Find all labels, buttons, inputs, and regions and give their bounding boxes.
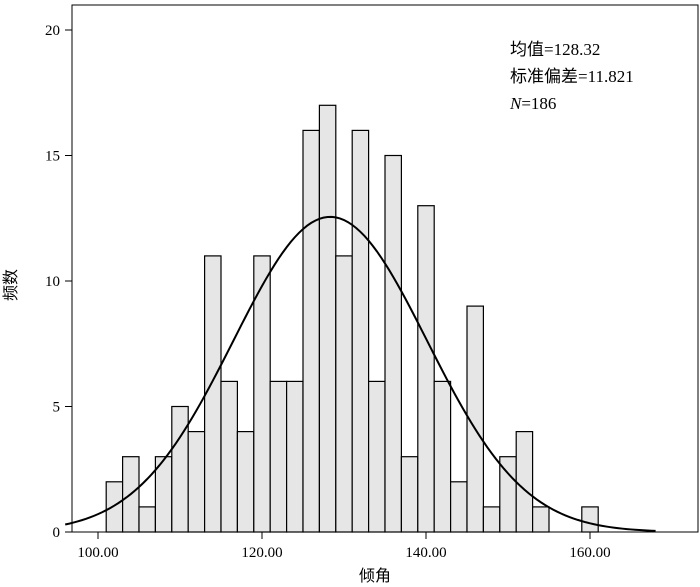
histogram-bar xyxy=(204,255,222,533)
histogram-bar xyxy=(531,506,550,533)
histogram-bar xyxy=(286,380,304,533)
histogram-bar xyxy=(335,255,353,533)
histogram-bar xyxy=(515,431,534,533)
histogram-bar xyxy=(450,481,468,533)
histogram-bar xyxy=(581,506,599,533)
stats-n-value: =186 xyxy=(521,94,557,113)
histogram-bar xyxy=(368,380,386,533)
y-tick-label: 0 xyxy=(53,525,61,541)
histogram-bar xyxy=(384,154,402,533)
histogram-bar xyxy=(482,506,501,533)
histogram-bar xyxy=(417,205,435,533)
histogram-bar xyxy=(318,104,337,533)
x-tick-label: 160.00 xyxy=(569,545,610,561)
stats-sd: 标准偏差=11.821 xyxy=(510,67,634,86)
bars-group xyxy=(105,104,599,533)
y-tick-label: 10 xyxy=(45,274,60,290)
plot-frame xyxy=(71,4,699,533)
histogram-bar xyxy=(236,431,255,533)
y-tick-label: 5 xyxy=(53,400,61,416)
histogram-bar xyxy=(220,380,238,533)
y-tick-label: 20 xyxy=(45,23,60,39)
histogram-bar xyxy=(187,431,206,533)
x-tick-label: 120.00 xyxy=(241,545,282,561)
x-axis: 100.00 120.00 140.00 160.00 xyxy=(77,532,611,561)
histogram-bar xyxy=(433,380,452,533)
x-axis-label: 倾角 xyxy=(359,567,391,585)
y-axis-label: 频数 xyxy=(2,269,20,301)
histogram-bar xyxy=(105,481,124,533)
histogram-bar xyxy=(400,456,419,533)
y-tick-label: 15 xyxy=(45,149,60,165)
histogram-bar xyxy=(171,405,189,533)
histogram-bar xyxy=(302,129,320,533)
normal-curve xyxy=(64,215,656,532)
x-tick-label: 100.00 xyxy=(77,545,118,561)
y-axis: 0 5 10 15 20 xyxy=(45,23,72,541)
x-tick-label: 140.00 xyxy=(405,545,446,561)
histogram-bar xyxy=(138,506,156,533)
histogram-bar xyxy=(269,380,288,533)
stats-n-symbol: N xyxy=(510,94,522,113)
stats-mean: 均值=128.32 xyxy=(510,40,601,59)
histogram-bar xyxy=(351,129,370,533)
stats-box: 均值=128.32 标准偏差=11.821 N=186 xyxy=(510,36,634,117)
stats-n: N=186 xyxy=(510,90,634,117)
